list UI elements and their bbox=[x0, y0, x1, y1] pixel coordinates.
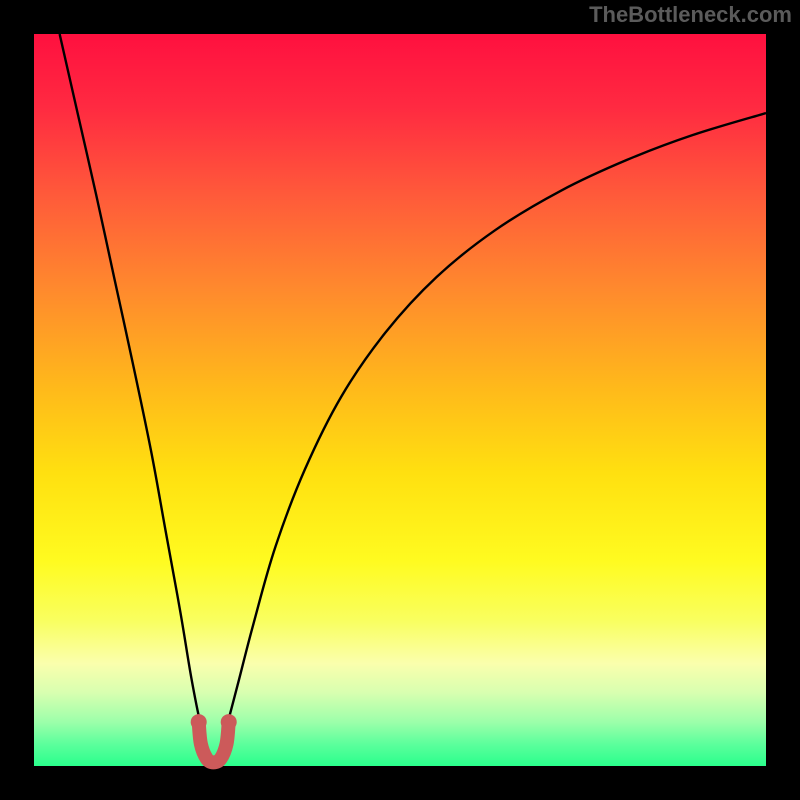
plot-background bbox=[34, 34, 766, 766]
bottom-marker-cap-right bbox=[221, 714, 237, 730]
watermark-text: TheBottleneck.com bbox=[589, 2, 792, 28]
chart-container: TheBottleneck.com bbox=[0, 0, 800, 800]
bottleneck-chart bbox=[0, 0, 800, 800]
bottom-marker-cap-left bbox=[191, 714, 207, 730]
